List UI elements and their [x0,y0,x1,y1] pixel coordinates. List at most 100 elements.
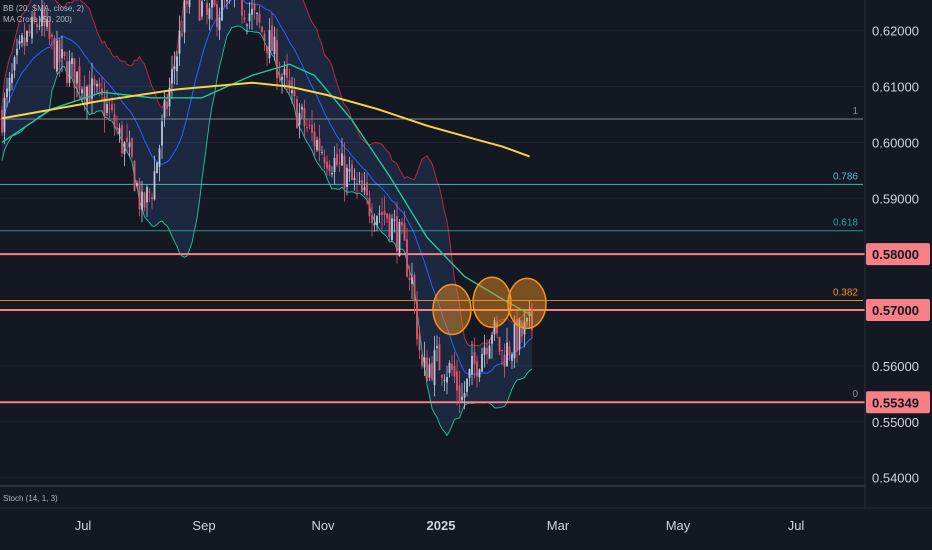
ma-fast-line [1,63,533,317]
candle-body [86,86,88,106]
candle-body [153,171,156,200]
candle-body [181,33,183,36]
candle-body [81,89,83,94]
bb-upper-band [1,0,533,347]
candle-body [496,322,498,334]
candle-body [321,152,323,154]
price-tick-label: 0.59000 [872,191,919,206]
moving-averages [1,63,533,317]
highlight-circle[interactable] [472,276,512,328]
candle-body [126,137,128,142]
candle-body [136,183,138,187]
candle-body [208,8,211,20]
candle-body [206,3,208,15]
candle-body [133,161,136,192]
candle-body [483,347,486,355]
candle-body [346,167,348,188]
candle-body [278,74,281,78]
candle-body [246,24,248,26]
time-axis[interactable]: Jul Sep Nov 2025 Mar May Jul [75,518,805,533]
candle-body [301,106,303,110]
candle-body [201,1,203,17]
candle-body [51,34,53,37]
time-tick-label: Jul [788,518,805,533]
candle-body [333,158,336,173]
candle-body [41,10,43,27]
candle-body [48,22,51,39]
time-tick-label: Mar [547,518,570,533]
candle-body [1,109,3,133]
price-level-badge[interactable] [866,391,930,414]
candle-body [43,10,46,26]
candle-body [213,0,216,6]
candle-body [156,162,158,174]
price-axis[interactable]: 0.62000 0.61000 0.60000 0.59000 0.56000 0.550… [866,24,930,486]
time-tick-label: 2025 [427,518,456,533]
candle-body [518,320,521,350]
candle-body [281,76,283,80]
candle-body [341,153,343,166]
price-level-badge[interactable] [866,299,930,322]
candle-body [241,0,243,16]
candle-body [271,25,273,52]
candle-body [476,361,478,377]
candle-body [36,23,38,27]
bb-indicator-label[interactable]: BB (20, SMA, close, 2) [3,4,84,13]
candle-body [226,0,228,2]
candle-body [401,222,403,226]
candle-body [363,187,366,191]
fib-level-label: 0.382 [833,288,858,299]
candle-body [481,353,483,372]
candle-body [143,192,146,208]
highlight-circle[interactable] [432,283,472,336]
candle-body [3,97,6,133]
time-tick-label: May [666,518,691,533]
candle-body [76,71,78,84]
candle-body [378,213,381,215]
candle-body [128,142,131,148]
candle-body [63,51,66,56]
candle-body [423,357,426,368]
candle-body [326,161,328,169]
candle-body [328,164,331,171]
candle-body [93,79,96,86]
candle-body [411,277,413,284]
candle-body [371,215,373,224]
fib-level-label: 0.786 [833,171,858,182]
candle-body [308,124,311,126]
candle-body [403,223,406,241]
candle-body [166,101,168,109]
candle-body [243,17,246,20]
candle-body [416,301,418,340]
candle-body [511,354,513,361]
candle-body [426,357,428,382]
time-tick-label: Sep [192,518,215,533]
fibonacci-retracement[interactable]: 1 0.786 0.618 0.382 0 [0,106,863,403]
candle-body [173,66,176,70]
fib-level-label: 0.618 [833,218,858,229]
price-tick-label: 0.54000 [872,471,919,486]
price-tick-label: 0.61000 [872,80,919,95]
candle-body [478,369,481,378]
candle-body [141,191,143,210]
candle-body [531,308,533,331]
ma-cross-indicator-label[interactable]: MA Cross (50, 200) [3,15,72,24]
candle-body [491,334,493,344]
candle-body [216,4,218,28]
candle-body [218,17,221,31]
candle-body [158,148,161,167]
candle-body [188,0,191,7]
stoch-indicator-label[interactable]: Stoch (14, 1, 3) [3,494,58,503]
candle-body [338,162,341,164]
candle-body [441,374,443,378]
candle-body [283,68,286,75]
highlight-circles[interactable] [432,276,547,336]
candle-body [138,181,141,210]
highlight-circle[interactable] [507,277,547,330]
bb-band-fill [2,0,532,436]
candle-body [386,213,388,219]
price-level-badge[interactable] [866,243,930,266]
candle-body [366,182,368,196]
candlestick-series [1,0,533,414]
